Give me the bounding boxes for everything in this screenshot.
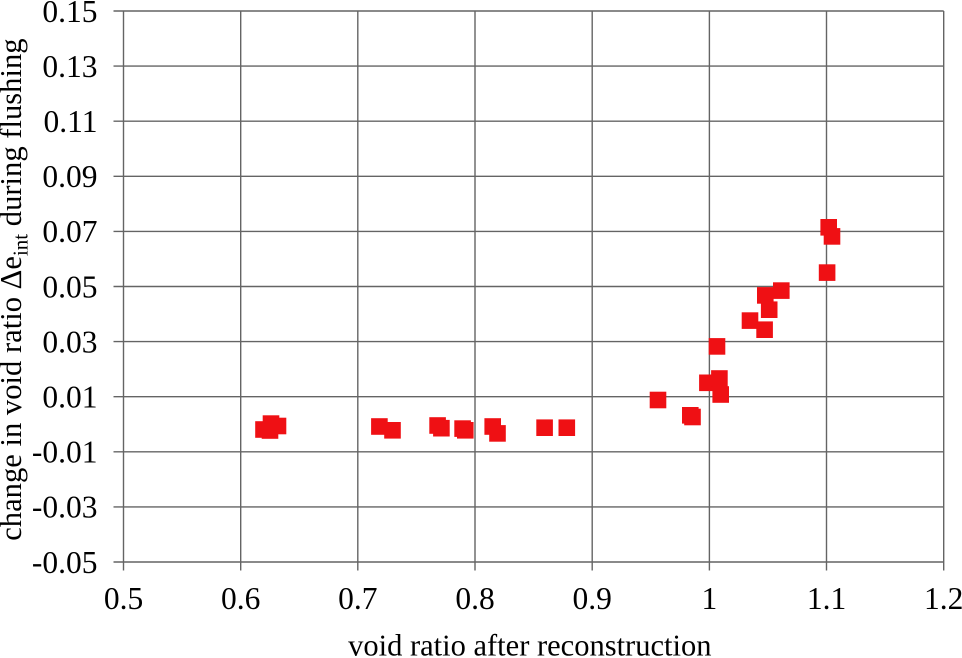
svg-text:1.1: 1.1	[807, 581, 846, 616]
svg-text:0.7: 0.7	[338, 581, 377, 616]
svg-text:void ratio after reconstructio: void ratio after reconstruction	[348, 628, 711, 658]
svg-text:0.05: 0.05	[42, 269, 97, 304]
svg-text:0.11: 0.11	[44, 104, 98, 139]
svg-text:0.5: 0.5	[104, 581, 143, 616]
svg-text:1.2: 1.2	[924, 581, 962, 616]
svg-text:0.9: 0.9	[573, 581, 612, 616]
svg-text:0.01: 0.01	[42, 380, 97, 415]
svg-text:0.8: 0.8	[455, 581, 494, 616]
svg-text:0.15: 0.15	[42, 0, 97, 29]
svg-text:-0.03: -0.03	[32, 490, 98, 525]
svg-text:0.03: 0.03	[42, 324, 97, 359]
svg-text:0.09: 0.09	[42, 159, 97, 194]
svg-text:1: 1	[702, 581, 718, 616]
svg-text:0.13: 0.13	[42, 49, 97, 84]
svg-text:-0.01: -0.01	[32, 435, 98, 470]
svg-text:-0.05: -0.05	[32, 545, 98, 580]
svg-text:0.6: 0.6	[221, 581, 260, 616]
svg-text:0.07: 0.07	[42, 214, 97, 249]
svg-text:change in void ratio Δeint dur: change in void ratio Δeint during flushi…	[0, 38, 33, 540]
